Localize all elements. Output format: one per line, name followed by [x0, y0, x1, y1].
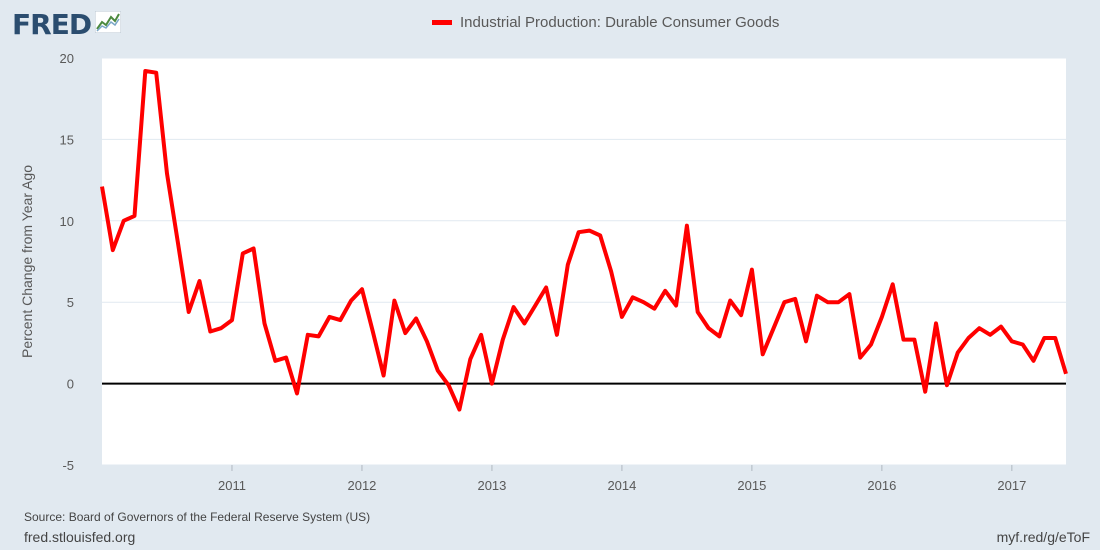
legend-label: Industrial Production: Durable Consumer … [460, 14, 780, 31]
y-axis-title: Percent Change from Year Ago [19, 165, 35, 358]
x-tick-label: 2016 [867, 478, 896, 493]
y-tick-label: 10 [60, 214, 74, 229]
x-tick-label: 2015 [737, 478, 766, 493]
y-tick-label: 15 [60, 132, 74, 147]
plot-area [102, 58, 1066, 465]
y-tick-label: 0 [67, 377, 74, 392]
short-url-link[interactable]: myf.red/g/eToF [996, 529, 1090, 545]
y-tick-label: 5 [67, 295, 74, 310]
source-note: Source: Board of Governors of the Federa… [24, 510, 371, 524]
y-tick-label: -5 [62, 458, 74, 473]
series-line [100, 69, 1068, 412]
x-tick-label: 2013 [477, 478, 506, 493]
x-tick-label: 2017 [997, 478, 1026, 493]
y-tick-label: 20 [60, 51, 74, 66]
fred-logo-text: FRED [12, 8, 92, 41]
x-tick-label: 2011 [218, 478, 246, 493]
x-tick-label: 2014 [607, 478, 636, 493]
x-tick-label: 2012 [347, 478, 376, 493]
chart-legend: Industrial Production: Durable Consumer … [432, 14, 779, 31]
legend-swatch [432, 20, 452, 25]
line-chart: -5 0 5 10 15 20 2011 2012 2013 2014 2015 2016 2017 Pe… [19, 51, 1068, 493]
site-link[interactable]: fred.stlouisfed.org [24, 529, 136, 545]
